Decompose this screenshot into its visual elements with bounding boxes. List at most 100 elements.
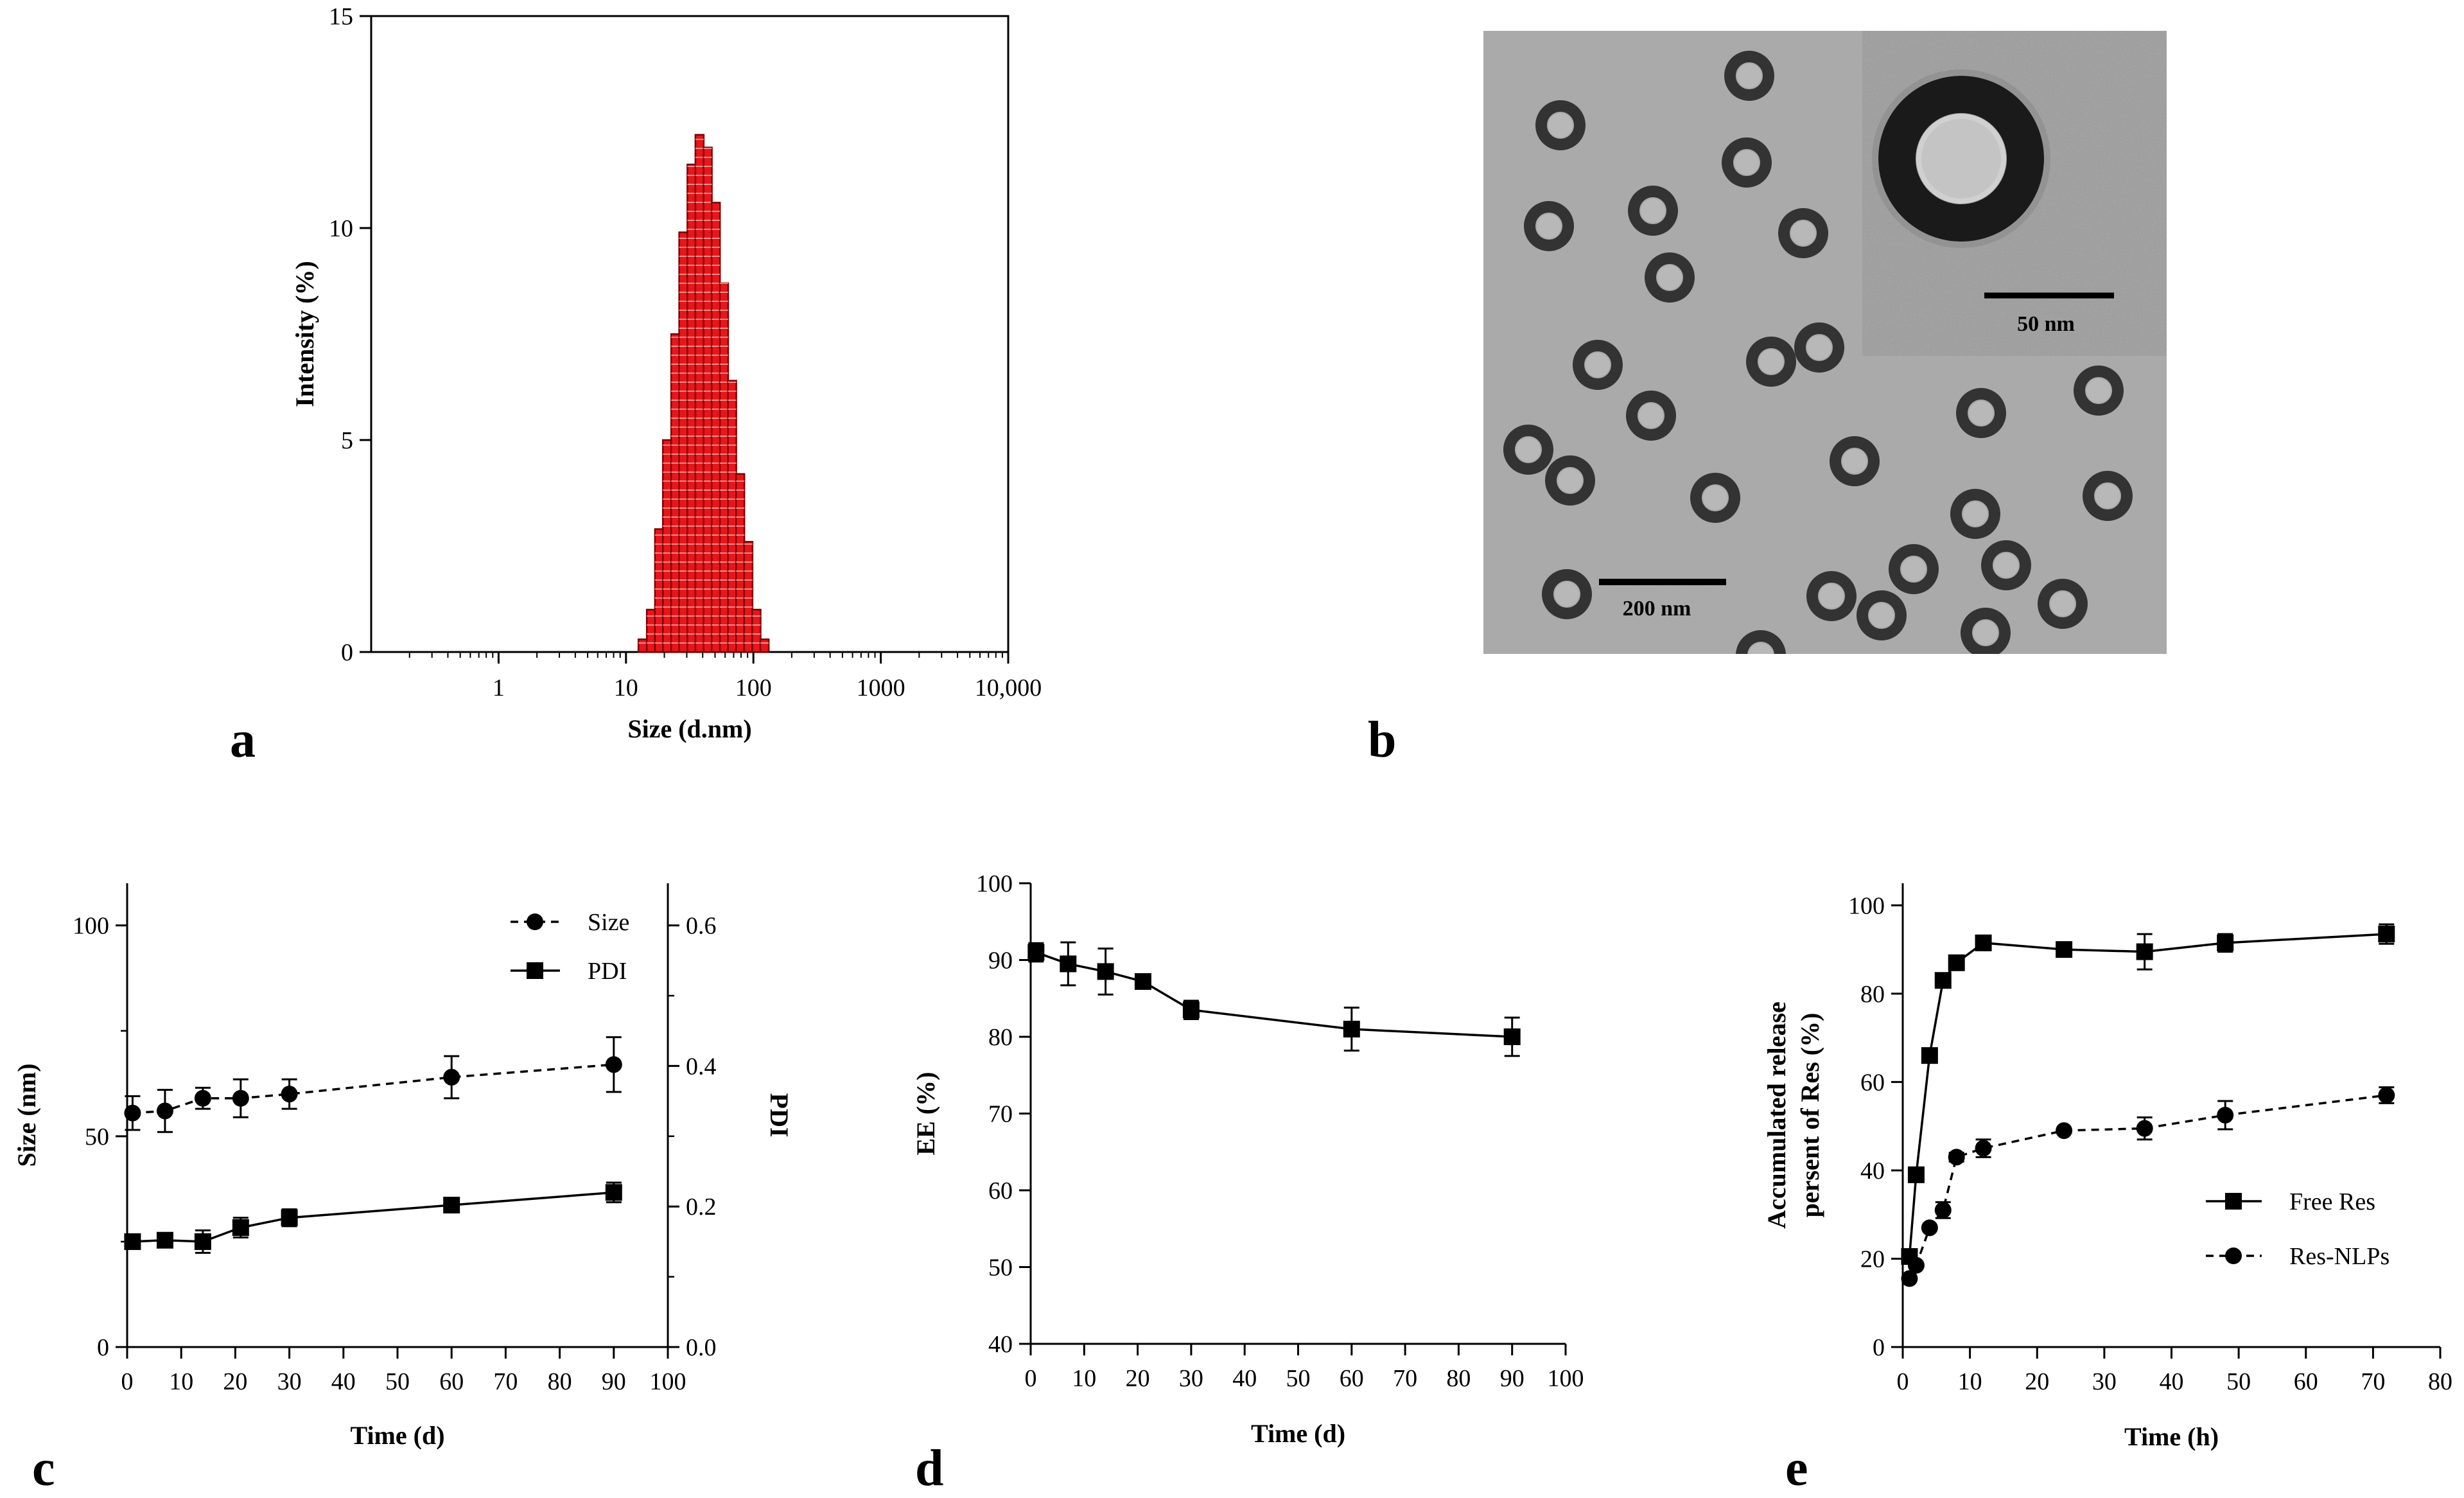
data-point-circle	[1901, 1270, 1918, 1287]
x-axis-label: Time (d)	[350, 1421, 444, 1450]
x-tick-label: 100	[650, 1368, 686, 1395]
x-tick-label: 70	[1393, 1365, 1417, 1392]
x-tick-label: 80	[1446, 1365, 1471, 1392]
x-tick-label: 80	[548, 1368, 572, 1395]
x-tick-label: 60	[2294, 1368, 2318, 1395]
tem-inset: 50 nm	[1862, 31, 2167, 356]
data-point-square	[2378, 926, 2395, 943]
data-point-square	[1921, 1047, 1938, 1064]
left-y-tick-label: 70	[988, 1101, 1013, 1128]
y-axis-label: EE (%)	[911, 1072, 940, 1156]
left-y-tick-label: 100	[1848, 892, 1885, 919]
x-tick-label: 40	[2160, 1368, 2184, 1395]
panel-letter-d: d	[915, 1440, 944, 1497]
x-tick-label: 0	[1025, 1365, 1037, 1392]
nanoparticle-core	[1639, 403, 1663, 428]
stability-size-pdi-chart: 0 10 20 30 40 50 60 70 80 90 1000501000.00.20.40.6…	[12, 883, 794, 1450]
x-tick-label: 50	[2226, 1368, 2251, 1395]
nanoparticle-core	[1749, 643, 1773, 654]
data-point-square	[2217, 934, 2234, 951]
x-tick-label: 0	[1897, 1368, 1909, 1395]
data-point-square	[124, 1233, 141, 1250]
data-point-circle	[1934, 1201, 1952, 1219]
left-y-tick-label: 60	[988, 1177, 1013, 1204]
data-point-square	[1934, 972, 1952, 989]
histogram-bar	[637, 638, 648, 653]
panel-letter-b: b	[1368, 712, 1397, 768]
nanoparticle-ring	[1794, 322, 1844, 373]
data-point-circle	[2217, 1107, 2234, 1124]
data-point-square	[1027, 944, 1045, 961]
nanoparticle-ring	[1535, 100, 1586, 150]
nanoparticle-ring	[2038, 579, 2088, 629]
x-tick-label: 100	[735, 674, 772, 701]
data-point-square	[2136, 943, 2153, 960]
histogram-bar	[751, 608, 762, 653]
nanoparticle-core	[1641, 198, 1665, 223]
panel-letter-c: c	[32, 1440, 55, 1497]
histogram-bar	[694, 134, 705, 653]
left-y-tick-label: 50	[85, 1124, 109, 1150]
nanoparticle-core	[1842, 449, 1867, 473]
x-tick-label: 30	[2092, 1368, 2117, 1395]
data-point-square	[1975, 934, 1992, 951]
nanoparticle-ring	[1961, 608, 2011, 654]
data-point-circle	[2378, 1087, 2395, 1104]
left-y-tick-label: 100	[976, 870, 1013, 897]
x-tick-label: 100	[1548, 1365, 1584, 1392]
left-y-tick-label: 100	[73, 913, 109, 940]
data-point-square	[232, 1219, 249, 1237]
nanoparticle-core	[2050, 592, 2075, 616]
data-point-square	[1948, 954, 1965, 971]
data-point-square	[1097, 963, 1114, 980]
data-point-square	[156, 1231, 173, 1249]
nanoparticle-core	[2086, 378, 2111, 403]
main-scale-label: 200 nm	[1623, 597, 1691, 621]
left-y-tick-label: 90	[988, 947, 1013, 974]
x-axis-label: Time (h)	[2124, 1422, 2219, 1451]
x-tick-label: 10	[614, 674, 638, 701]
panel-letter-e: e	[1785, 1440, 1808, 1497]
data-point-square	[605, 1184, 622, 1201]
inset-scale-label: 50 nm	[2017, 312, 2075, 336]
data-point-circle	[443, 1068, 460, 1086]
left-y-tick-label: 20	[1860, 1246, 1885, 1273]
tem-micrograph: 50 nm 200 nm	[1483, 31, 2167, 654]
x-tick-label: 70	[2361, 1368, 2385, 1395]
data-point-circle	[232, 1089, 249, 1107]
data-point-square	[443, 1197, 460, 1214]
x-axis-label: Time (d)	[1251, 1419, 1345, 1448]
nanoparticle-core	[1759, 349, 1783, 374]
x-tick-label: 70	[493, 1368, 518, 1395]
y-tick-label: 0	[341, 639, 353, 666]
data-point-circle	[2136, 1120, 2153, 1137]
nanoparticle-core	[1586, 353, 1610, 377]
data-point-circle	[605, 1056, 622, 1073]
histogram-bar	[743, 541, 754, 653]
histogram-bar	[719, 282, 730, 653]
data-point-square	[2225, 1193, 2242, 1210]
nanoparticle-ring	[1690, 473, 1740, 523]
legend-label: Size	[588, 909, 629, 936]
data-point-square	[194, 1233, 211, 1250]
y-axis-label: Size (nm)	[12, 1063, 41, 1167]
x-tick-label: 40	[331, 1368, 356, 1395]
legend-label: Res-NLPs	[2289, 1243, 2390, 1270]
nanoparticle-ring	[1889, 544, 1939, 594]
data-point-square	[1182, 1001, 1200, 1019]
x-tick-label: 60	[1340, 1365, 1364, 1392]
nanoparticle-ring	[1736, 630, 1786, 654]
data-point-square	[527, 962, 543, 979]
nanoparticle-core	[1555, 582, 1579, 606]
nanoparticle-core	[1703, 486, 1727, 510]
x-tick-label: 50	[385, 1368, 410, 1395]
right-y-tick-label: 0.0	[686, 1334, 717, 1361]
nanoparticle-ring	[1542, 569, 1592, 619]
nanoparticle-core	[1973, 621, 1998, 645]
nanoparticle-ring	[1950, 489, 2000, 539]
nanoparticle-ring	[1806, 571, 1857, 621]
data-point-square	[281, 1209, 298, 1226]
data-point-square	[1503, 1028, 1521, 1045]
nanoparticle-ring	[1628, 186, 1678, 236]
